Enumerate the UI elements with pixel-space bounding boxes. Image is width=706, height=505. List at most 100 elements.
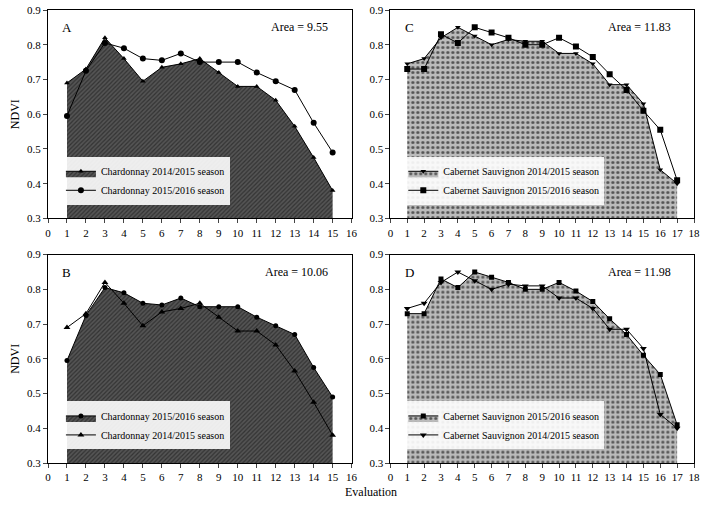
svg-text:12: 12 <box>270 227 281 239</box>
svg-text:Evaluation: Evaluation <box>345 485 397 499</box>
svg-text:6: 6 <box>159 471 165 483</box>
svg-text:0.5: 0.5 <box>27 387 41 399</box>
svg-text:Cabernet Sauvignon 2014/2015 s: Cabernet Sauvignon 2014/2015 season <box>443 430 599 441</box>
svg-text:15: 15 <box>327 471 339 483</box>
svg-text:16: 16 <box>346 227 358 239</box>
svg-text:13: 13 <box>289 227 301 239</box>
svg-text:2: 2 <box>83 471 89 483</box>
svg-text:14: 14 <box>621 227 633 239</box>
svg-text:18: 18 <box>689 471 701 483</box>
svg-text:Chardonnay 2015/2016 season: Chardonnay 2015/2016 season <box>101 411 224 422</box>
svg-text:7: 7 <box>178 471 184 483</box>
svg-text:1: 1 <box>405 227 411 239</box>
svg-text:0.8: 0.8 <box>369 39 383 51</box>
svg-text:NDVI: NDVI <box>8 99 22 129</box>
svg-text:0.7: 0.7 <box>369 318 383 330</box>
svg-text:15: 15 <box>327 227 339 239</box>
svg-text:9: 9 <box>216 471 222 483</box>
svg-text:10: 10 <box>554 471 566 483</box>
svg-text:3: 3 <box>102 471 108 483</box>
svg-text:0.6: 0.6 <box>369 353 383 365</box>
svg-text:0.7: 0.7 <box>369 73 383 85</box>
svg-text:8: 8 <box>197 471 203 483</box>
svg-text:13: 13 <box>604 471 616 483</box>
svg-text:2: 2 <box>421 471 427 483</box>
svg-text:0.4: 0.4 <box>27 178 41 190</box>
svg-text:10: 10 <box>554 227 566 239</box>
svg-text:1: 1 <box>64 471 70 483</box>
svg-text:5: 5 <box>472 227 478 239</box>
svg-text:8: 8 <box>523 471 529 483</box>
svg-text:3: 3 <box>102 227 108 239</box>
svg-text:Area = 10.06: Area = 10.06 <box>265 265 328 279</box>
svg-text:NDVI: NDVI <box>8 344 22 374</box>
svg-text:0.8: 0.8 <box>27 39 41 51</box>
svg-text:2: 2 <box>421 227 427 239</box>
svg-text:11: 11 <box>251 471 262 483</box>
svg-text:0.4: 0.4 <box>369 422 383 434</box>
svg-text:9: 9 <box>539 471 545 483</box>
svg-text:D: D <box>405 265 414 280</box>
svg-text:0.6: 0.6 <box>369 108 383 120</box>
svg-text:0.4: 0.4 <box>369 178 383 190</box>
svg-text:0.8: 0.8 <box>27 283 41 295</box>
svg-text:B: B <box>62 265 71 280</box>
svg-text:Area = 11.98: Area = 11.98 <box>608 265 671 279</box>
svg-text:0.9: 0.9 <box>27 248 41 260</box>
svg-text:12: 12 <box>587 471 598 483</box>
svg-text:0.5: 0.5 <box>27 143 41 155</box>
svg-text:Area = 9.55: Area = 9.55 <box>271 20 328 34</box>
svg-text:Cabernet Sauvignon 2014/2015 s: Cabernet Sauvignon 2014/2015 season <box>443 166 599 177</box>
svg-text:0.3: 0.3 <box>27 212 41 224</box>
svg-text:0: 0 <box>45 227 51 239</box>
svg-text:5: 5 <box>472 471 478 483</box>
svg-text:13: 13 <box>604 227 616 239</box>
svg-text:4: 4 <box>455 227 461 239</box>
svg-text:1: 1 <box>405 471 411 483</box>
svg-text:17: 17 <box>672 227 684 239</box>
svg-text:0.7: 0.7 <box>27 318 41 330</box>
svg-text:14: 14 <box>308 227 320 239</box>
svg-text:6: 6 <box>489 227 495 239</box>
svg-text:Area = 11.83: Area = 11.83 <box>608 20 671 34</box>
svg-text:6: 6 <box>159 227 165 239</box>
svg-text:11: 11 <box>571 471 582 483</box>
svg-text:Chardonnay 2014/2015 season: Chardonnay 2014/2015 season <box>101 166 224 177</box>
svg-text:8: 8 <box>197 227 203 239</box>
svg-text:11: 11 <box>571 227 582 239</box>
svg-text:12: 12 <box>587 227 598 239</box>
svg-text:0: 0 <box>388 471 394 483</box>
svg-text:13: 13 <box>289 471 301 483</box>
svg-text:16: 16 <box>655 227 667 239</box>
svg-text:10: 10 <box>232 471 244 483</box>
svg-text:0: 0 <box>45 471 51 483</box>
svg-text:3: 3 <box>438 227 444 239</box>
svg-text:14: 14 <box>308 471 320 483</box>
svg-text:0.4: 0.4 <box>27 422 41 434</box>
svg-text:5: 5 <box>140 471 146 483</box>
svg-text:7: 7 <box>506 227 512 239</box>
svg-text:0.5: 0.5 <box>369 143 383 155</box>
svg-text:7: 7 <box>178 227 184 239</box>
svg-text:4: 4 <box>121 227 127 239</box>
svg-text:0.7: 0.7 <box>27 73 41 85</box>
svg-text:9: 9 <box>216 227 222 239</box>
svg-text:0.5: 0.5 <box>369 387 383 399</box>
svg-text:5: 5 <box>140 227 146 239</box>
svg-text:0.9: 0.9 <box>369 248 383 260</box>
svg-text:C: C <box>405 20 414 35</box>
svg-text:0.9: 0.9 <box>27 4 41 16</box>
svg-text:0.6: 0.6 <box>27 108 41 120</box>
svg-text:1: 1 <box>64 227 70 239</box>
svg-text:0.9: 0.9 <box>369 4 383 16</box>
svg-text:4: 4 <box>455 471 461 483</box>
svg-text:15: 15 <box>638 227 650 239</box>
svg-text:4: 4 <box>121 471 127 483</box>
svg-text:0.3: 0.3 <box>369 212 383 224</box>
svg-text:15: 15 <box>638 471 650 483</box>
svg-text:A: A <box>62 20 72 35</box>
svg-text:0.3: 0.3 <box>369 457 383 469</box>
svg-text:16: 16 <box>655 471 667 483</box>
svg-text:17: 17 <box>672 471 684 483</box>
svg-text:Cabernet Sauvignon 2015/2016 s: Cabernet Sauvignon 2015/2016 season <box>443 185 599 196</box>
